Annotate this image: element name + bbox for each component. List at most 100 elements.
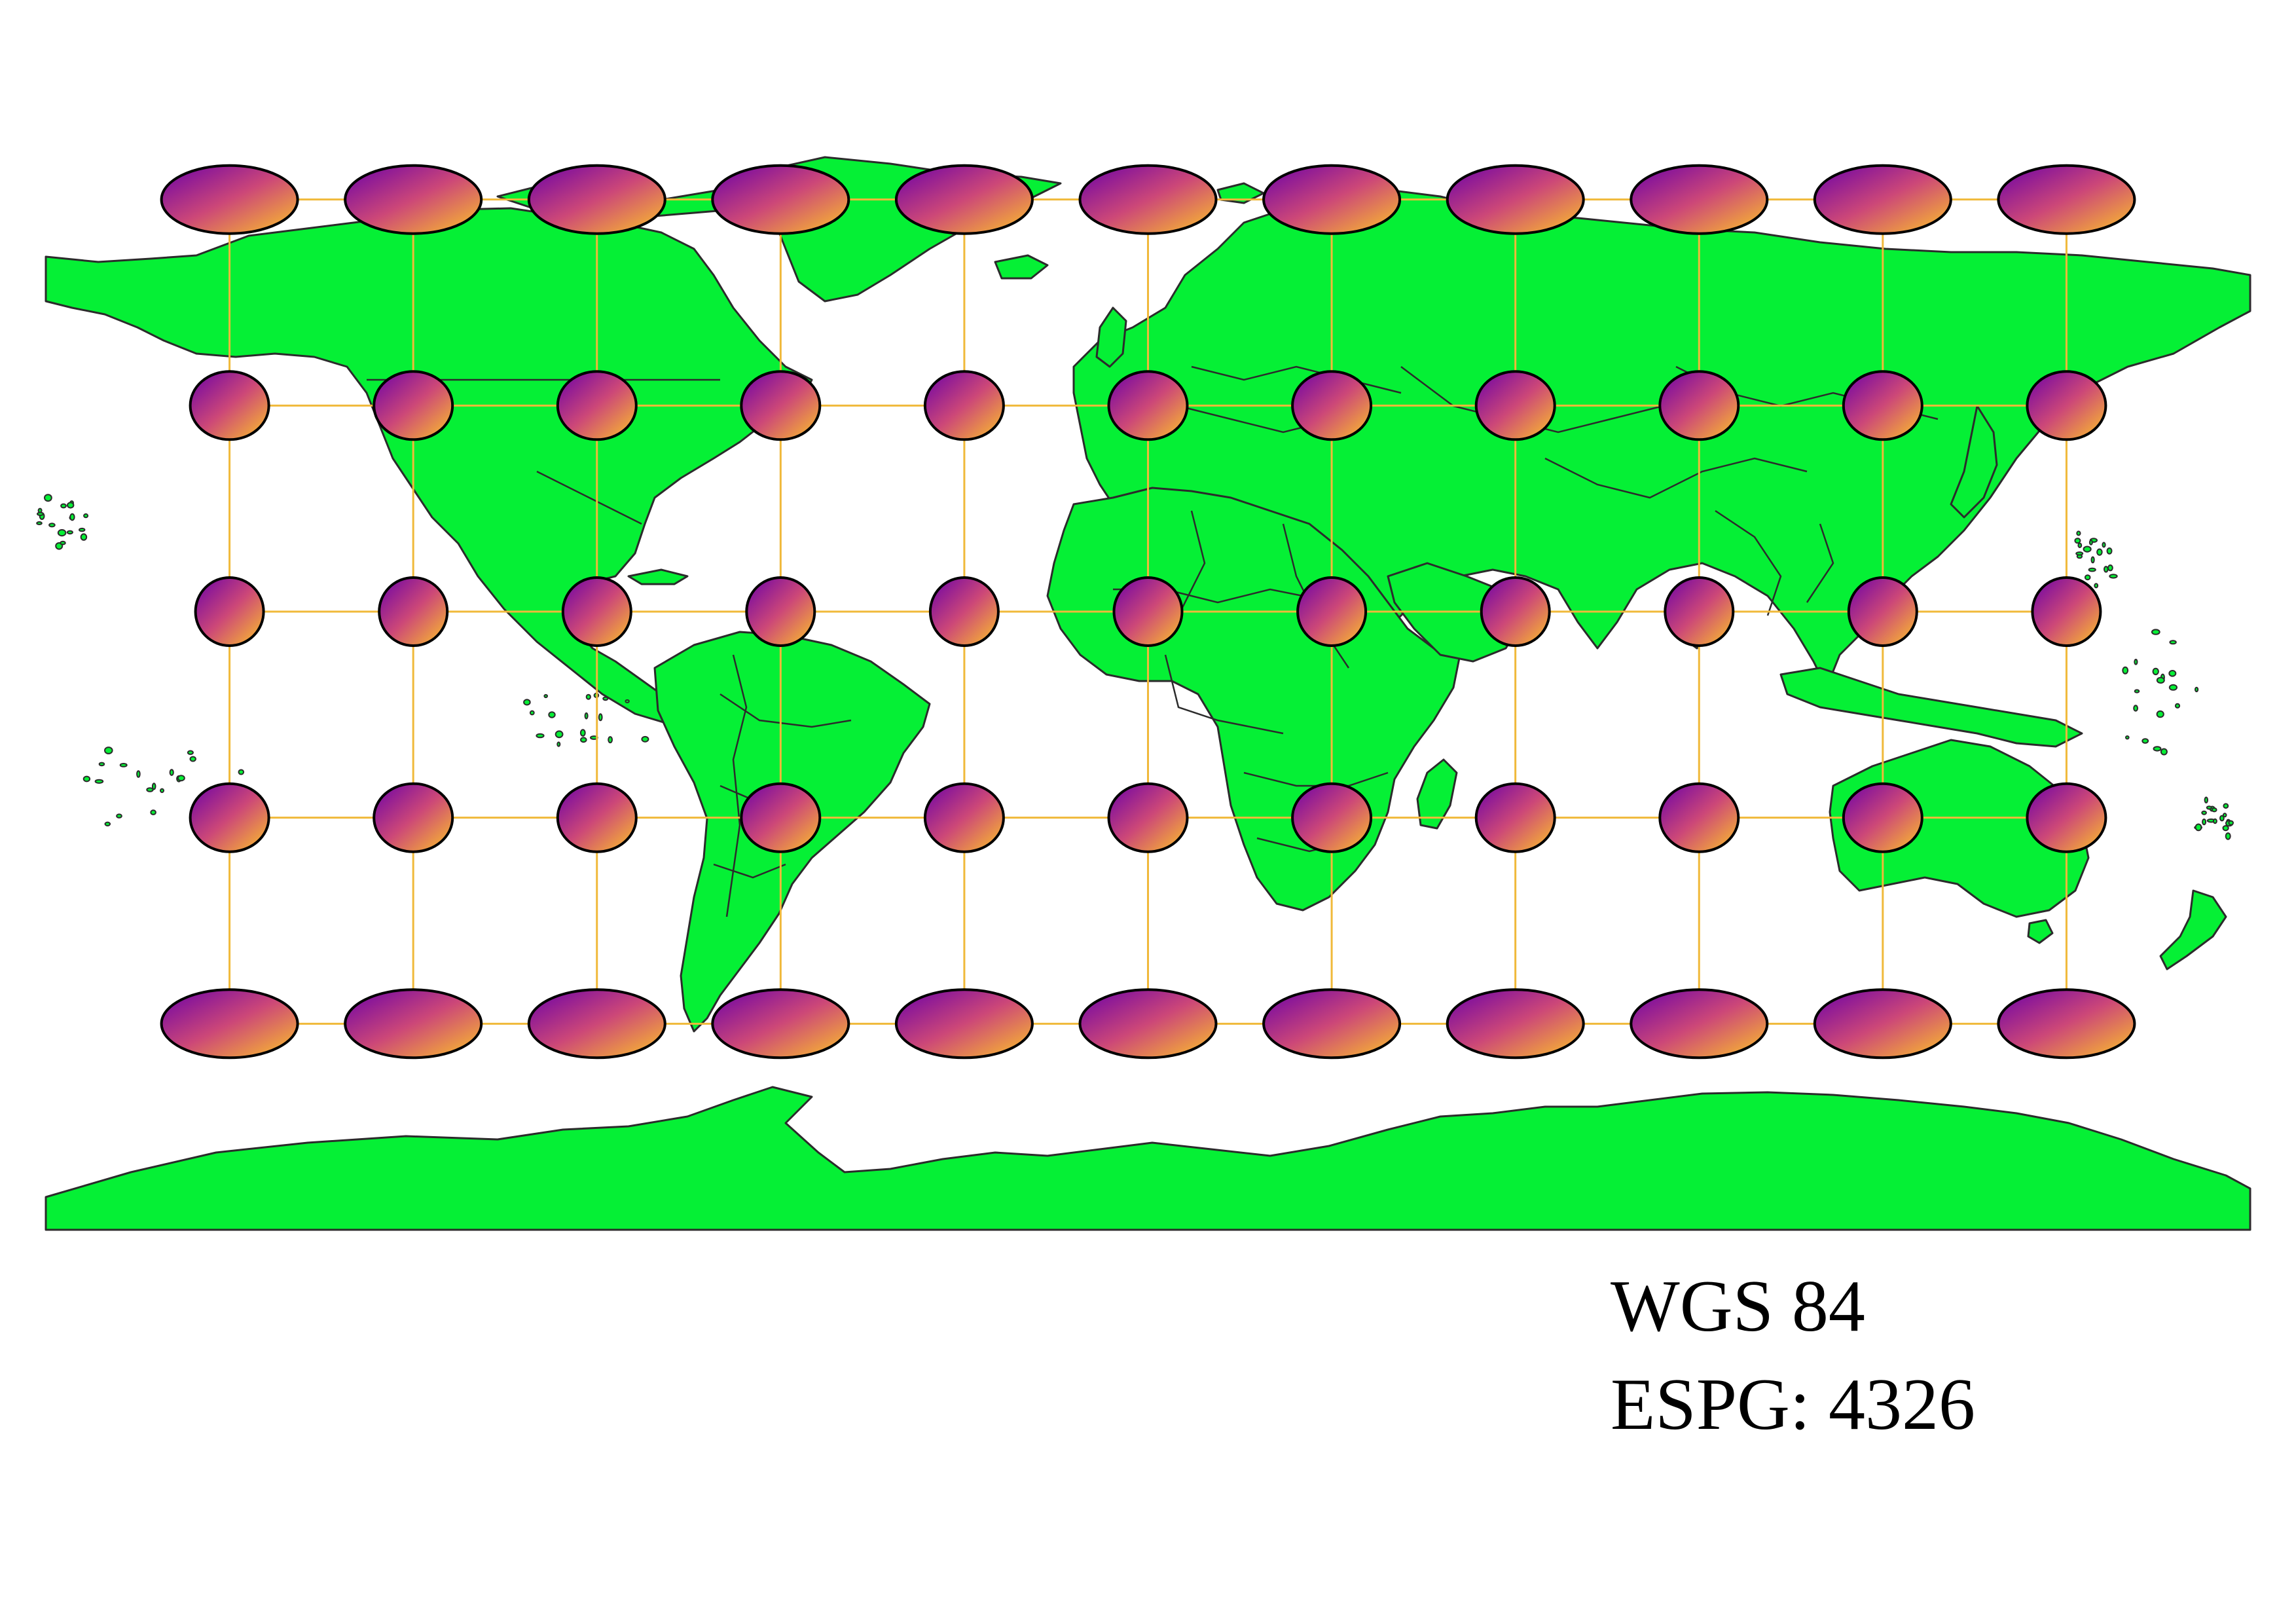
small-island — [37, 507, 43, 513]
small-island — [146, 787, 154, 792]
small-island — [67, 502, 75, 509]
small-island — [151, 783, 156, 790]
small-island — [169, 769, 174, 776]
border-line — [1164, 654, 1284, 735]
tissot-indicatrix — [1997, 988, 2136, 1060]
border-line — [1806, 523, 1834, 603]
small-island — [2160, 748, 2168, 756]
small-island — [523, 699, 531, 706]
tissot-indicatrix — [1078, 988, 1218, 1060]
small-island — [119, 763, 128, 767]
tissot-indicatrix — [1296, 576, 1368, 647]
small-island — [2225, 832, 2231, 840]
small-island — [2125, 735, 2130, 740]
tissot-indicatrix — [373, 370, 454, 441]
tissot-indicatrix — [1630, 164, 1769, 235]
small-island — [2204, 796, 2209, 803]
small-island — [598, 713, 603, 722]
british-isles — [1095, 306, 1127, 368]
tissot-indicatrix — [1658, 782, 1740, 853]
scattered-islands — [36, 494, 2234, 840]
small-island — [57, 529, 67, 537]
tissot-indicatrix — [894, 988, 1034, 1060]
small-island — [98, 762, 105, 767]
small-island — [160, 788, 164, 794]
small-island — [2088, 540, 2093, 545]
tissot-indicatrix — [923, 370, 1005, 441]
small-island — [104, 821, 111, 827]
tissot-indicatrix — [1474, 782, 1556, 853]
small-island — [2168, 684, 2178, 691]
small-island — [44, 494, 52, 502]
small-island — [2222, 825, 2229, 832]
tissot-indicatrix — [561, 576, 632, 647]
small-island — [104, 747, 113, 754]
iceland — [994, 254, 1049, 280]
small-island — [556, 741, 561, 747]
small-island — [238, 769, 245, 775]
southeast-asia-islands — [1779, 667, 2083, 748]
small-island — [48, 523, 56, 528]
tissot-indicatrix — [373, 782, 454, 853]
small-island — [136, 770, 141, 778]
tasmania — [2027, 919, 2054, 944]
tissot-indicatrix — [378, 576, 449, 647]
small-island — [2168, 670, 2177, 677]
small-island — [2106, 547, 2113, 555]
tissot-indicatrix — [160, 988, 299, 1060]
small-island — [2195, 686, 2199, 693]
small-island — [2075, 551, 2084, 556]
tissot-indicatrix — [344, 988, 483, 1060]
tissot-indicatrix — [194, 576, 265, 647]
small-island — [2096, 548, 2103, 556]
antarctica — [45, 1086, 2251, 1231]
border-line — [1544, 457, 1808, 499]
small-island — [579, 729, 586, 737]
small-island — [536, 733, 545, 739]
small-island — [625, 699, 630, 703]
small-island — [2195, 823, 2202, 832]
small-island — [2201, 810, 2207, 815]
small-island — [608, 736, 613, 744]
tissot-indicatrix — [1842, 782, 1923, 853]
tissot-indicatrix — [745, 576, 816, 647]
tissot-indicatrix — [1446, 988, 1585, 1060]
small-island — [2211, 807, 2217, 813]
border-line — [720, 693, 852, 728]
border-line — [1715, 509, 1782, 616]
small-island — [187, 750, 194, 755]
tissot-indicatrix — [1262, 164, 1402, 235]
tissot-indicatrix — [1842, 370, 1923, 441]
small-island — [2090, 556, 2095, 564]
small-island — [2074, 538, 2081, 544]
tissot-indicatrix — [344, 164, 483, 235]
small-island — [2094, 583, 2099, 589]
small-island — [2222, 813, 2227, 818]
tissot-indicatrix — [556, 782, 638, 853]
small-island — [2223, 803, 2229, 809]
border-line — [1191, 365, 1402, 394]
small-island — [150, 809, 156, 815]
map-caption: WGS 84 ESPG: 4326 — [1611, 1257, 1975, 1454]
tissot-indicatrices — [160, 164, 2136, 1060]
small-island — [83, 513, 89, 519]
small-island — [2212, 818, 2217, 824]
tissot-indicatrix — [740, 782, 822, 853]
small-island — [2104, 566, 2109, 573]
svalbard — [1216, 182, 1265, 204]
new-zealand — [2159, 889, 2227, 970]
small-island — [80, 533, 88, 541]
small-island — [2219, 815, 2225, 822]
small-island — [580, 737, 587, 743]
small-island — [2133, 705, 2139, 712]
small-island — [116, 813, 122, 819]
tissot-indicatrix — [2031, 576, 2102, 647]
small-island — [94, 779, 104, 784]
small-island — [2107, 564, 2113, 572]
tissot-indicatrix — [1291, 370, 1373, 441]
small-island — [82, 775, 91, 783]
small-island — [2084, 574, 2091, 581]
small-island — [584, 712, 589, 720]
tissot-indicatrix — [1446, 164, 1585, 235]
